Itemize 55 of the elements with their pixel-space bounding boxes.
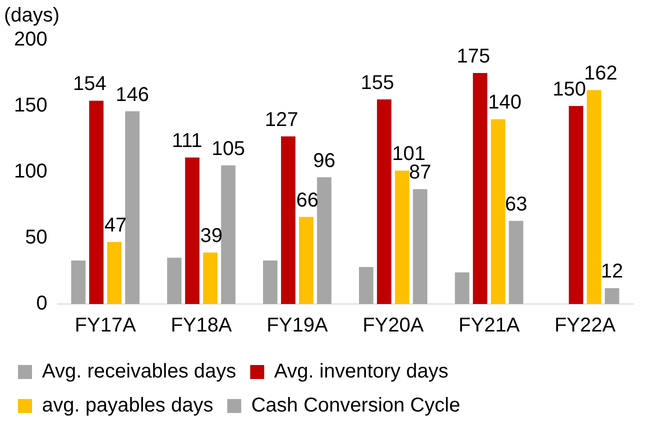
- bar: [221, 165, 236, 304]
- bar: [454, 272, 470, 304]
- bar: [167, 258, 182, 304]
- data-label: 12: [600, 260, 624, 283]
- bar: [185, 157, 200, 304]
- data-label: 175: [456, 46, 490, 68]
- bar: [299, 216, 314, 304]
- x-tick-label: FY19A: [266, 314, 328, 337]
- data-label: 150: [552, 78, 586, 101]
- bar: [376, 99, 392, 304]
- y-tick-label: 50: [25, 226, 48, 249]
- y-tick-label: 100: [14, 160, 48, 183]
- legend-label: Cash Conversion Cycle: [251, 394, 460, 417]
- x-tick-label: FY22A: [554, 314, 616, 337]
- data-label: 162: [584, 62, 618, 85]
- data-label: 66: [296, 189, 318, 212]
- bar: [412, 189, 428, 304]
- data-label: 155: [360, 72, 394, 94]
- bar: [490, 119, 506, 304]
- data-label: 39: [200, 225, 223, 248]
- data-label: 96: [313, 150, 336, 172]
- x-tick-label: FY18A: [170, 314, 232, 337]
- bar: [358, 267, 374, 304]
- data-label: 146: [116, 84, 150, 106]
- bar: [317, 177, 332, 304]
- data-label: 63: [504, 193, 528, 216]
- x-tick-label: FY21A: [458, 314, 520, 337]
- y-axis-title: (days): [4, 4, 60, 27]
- data-label: 47: [104, 214, 127, 236]
- data-label: 127: [264, 108, 298, 131]
- y-tick-label: 0: [36, 292, 48, 315]
- bar: [394, 170, 410, 304]
- bar: [125, 111, 140, 304]
- bar: [568, 106, 584, 304]
- bar: [71, 260, 86, 304]
- data-label: 105: [212, 138, 245, 160]
- data-label: 140: [488, 92, 522, 114]
- bar: [508, 220, 524, 304]
- data-label: 154: [72, 73, 106, 96]
- data-label: 111: [172, 130, 202, 152]
- x-tick-label: FY17A: [74, 314, 137, 337]
- y-tick-label: 150: [14, 94, 48, 117]
- bar: [472, 73, 488, 304]
- bar: [604, 288, 620, 304]
- bar: [89, 100, 104, 304]
- bar: [586, 90, 602, 304]
- legend-label: Avg. receivables days: [42, 360, 236, 383]
- bar: [203, 252, 218, 304]
- bar: [263, 260, 278, 304]
- y-tick-label: 200: [14, 28, 48, 51]
- bar: [107, 242, 122, 304]
- x-tick-label: FY20A: [362, 314, 424, 337]
- legend-label: Avg. inventory days: [274, 360, 448, 383]
- bar: [281, 136, 296, 304]
- legend-label: avg. payables days: [42, 394, 214, 417]
